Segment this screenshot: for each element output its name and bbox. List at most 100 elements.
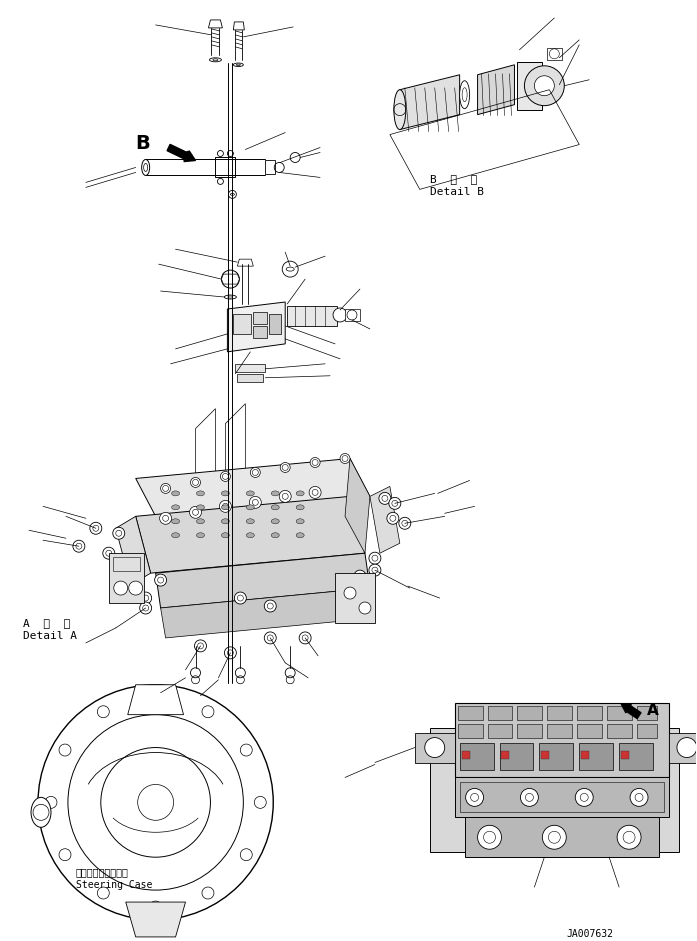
Ellipse shape bbox=[222, 533, 229, 537]
Ellipse shape bbox=[171, 533, 180, 537]
Bar bbox=[233, 314, 252, 334]
Text: Steering Case: Steering Case bbox=[76, 880, 152, 890]
Circle shape bbox=[282, 262, 298, 277]
Bar bbox=[621, 751, 629, 758]
Circle shape bbox=[387, 512, 399, 524]
Circle shape bbox=[424, 738, 445, 758]
Polygon shape bbox=[136, 496, 365, 573]
Circle shape bbox=[90, 522, 102, 534]
Circle shape bbox=[113, 527, 125, 539]
Ellipse shape bbox=[271, 505, 279, 510]
Circle shape bbox=[38, 685, 273, 920]
Circle shape bbox=[236, 668, 245, 678]
Circle shape bbox=[399, 518, 411, 529]
Polygon shape bbox=[116, 517, 151, 585]
Ellipse shape bbox=[246, 518, 254, 524]
Ellipse shape bbox=[171, 491, 180, 496]
Circle shape bbox=[477, 825, 502, 849]
Bar bbox=[454, 703, 669, 777]
Circle shape bbox=[369, 565, 381, 576]
Circle shape bbox=[310, 457, 320, 468]
Ellipse shape bbox=[197, 491, 204, 496]
Circle shape bbox=[129, 582, 143, 595]
Ellipse shape bbox=[459, 81, 470, 108]
Circle shape bbox=[139, 592, 152, 604]
Ellipse shape bbox=[222, 518, 229, 524]
Circle shape bbox=[524, 66, 565, 105]
Circle shape bbox=[194, 640, 206, 652]
Circle shape bbox=[280, 462, 290, 472]
Circle shape bbox=[389, 498, 401, 509]
Polygon shape bbox=[477, 65, 514, 115]
Bar bbox=[238, 374, 263, 382]
Text: B  詳  細: B 詳 細 bbox=[430, 174, 477, 184]
Ellipse shape bbox=[171, 505, 180, 510]
Bar bbox=[502, 751, 510, 758]
Polygon shape bbox=[238, 259, 253, 266]
Circle shape bbox=[160, 512, 171, 524]
Ellipse shape bbox=[296, 518, 304, 524]
Circle shape bbox=[224, 646, 236, 659]
Polygon shape bbox=[128, 685, 183, 714]
Circle shape bbox=[309, 486, 321, 499]
Ellipse shape bbox=[394, 89, 406, 130]
Bar bbox=[517, 724, 542, 738]
Circle shape bbox=[102, 548, 115, 559]
Circle shape bbox=[542, 825, 566, 849]
Bar bbox=[458, 706, 482, 720]
Ellipse shape bbox=[271, 518, 279, 524]
Bar bbox=[637, 706, 657, 720]
Circle shape bbox=[344, 587, 356, 599]
Circle shape bbox=[379, 492, 391, 504]
Text: ステアリングケース: ステアリングケース bbox=[76, 868, 129, 877]
Polygon shape bbox=[430, 727, 679, 853]
Circle shape bbox=[222, 270, 239, 288]
Circle shape bbox=[220, 501, 231, 512]
Polygon shape bbox=[370, 486, 400, 553]
Bar bbox=[619, 742, 653, 771]
Bar bbox=[607, 724, 632, 738]
Circle shape bbox=[340, 454, 350, 464]
Bar bbox=[458, 724, 482, 738]
Text: A: A bbox=[647, 703, 659, 718]
Bar bbox=[542, 751, 549, 758]
Ellipse shape bbox=[296, 491, 304, 496]
Polygon shape bbox=[160, 588, 375, 638]
Bar bbox=[113, 557, 139, 571]
Ellipse shape bbox=[271, 491, 279, 496]
Text: Detail B: Detail B bbox=[430, 187, 484, 198]
Ellipse shape bbox=[171, 518, 180, 524]
Bar bbox=[577, 724, 602, 738]
Ellipse shape bbox=[210, 57, 222, 62]
Circle shape bbox=[285, 668, 295, 678]
Ellipse shape bbox=[246, 491, 254, 496]
Ellipse shape bbox=[141, 159, 150, 175]
Circle shape bbox=[190, 506, 201, 518]
Circle shape bbox=[264, 632, 276, 644]
Circle shape bbox=[575, 789, 593, 806]
Circle shape bbox=[535, 76, 554, 96]
Bar bbox=[253, 312, 267, 324]
Circle shape bbox=[359, 602, 371, 614]
Polygon shape bbox=[155, 553, 370, 608]
Polygon shape bbox=[136, 458, 370, 517]
Ellipse shape bbox=[222, 491, 229, 496]
Bar bbox=[287, 306, 337, 326]
Polygon shape bbox=[125, 902, 185, 937]
Circle shape bbox=[250, 468, 260, 477]
Bar bbox=[487, 724, 512, 738]
Bar bbox=[266, 161, 275, 174]
Bar bbox=[415, 733, 454, 762]
Ellipse shape bbox=[271, 533, 279, 537]
Bar bbox=[539, 742, 573, 771]
Circle shape bbox=[155, 574, 167, 586]
Circle shape bbox=[73, 540, 85, 552]
Circle shape bbox=[264, 600, 276, 612]
Text: Detail A: Detail A bbox=[23, 630, 77, 641]
Bar bbox=[465, 818, 659, 857]
Bar bbox=[547, 706, 572, 720]
Circle shape bbox=[369, 552, 381, 565]
Circle shape bbox=[333, 308, 347, 322]
Bar bbox=[581, 751, 589, 758]
Ellipse shape bbox=[233, 63, 243, 67]
